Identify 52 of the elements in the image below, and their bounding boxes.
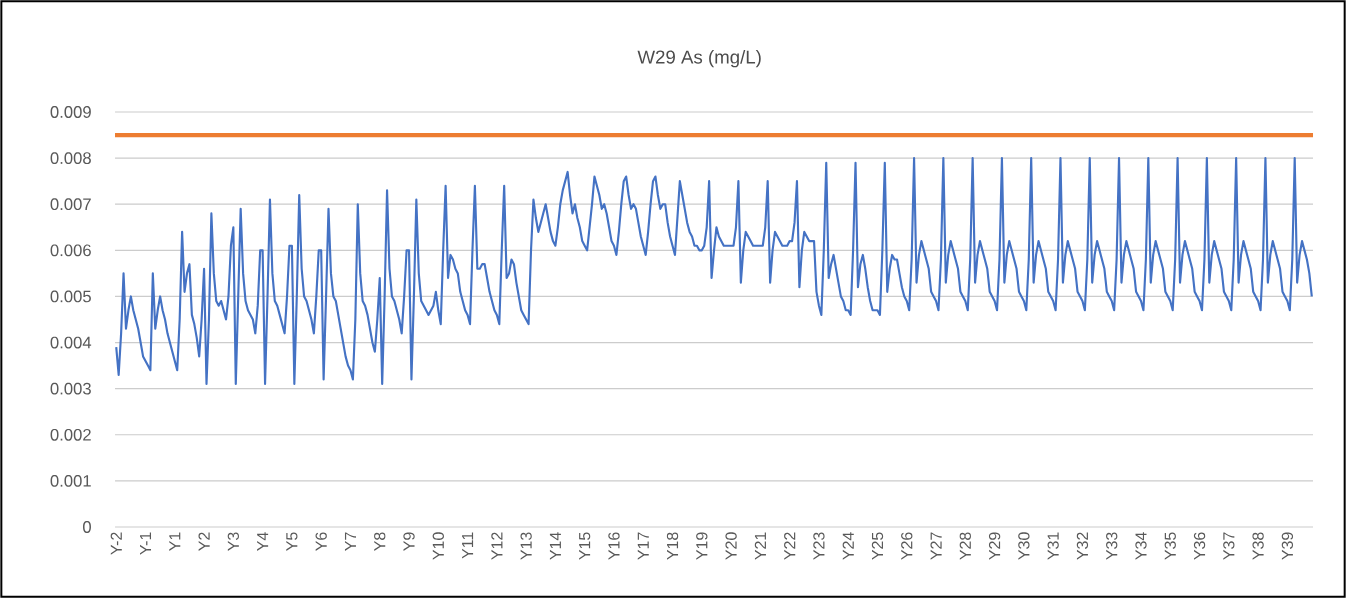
x-tick-label: Y29 bbox=[988, 532, 1001, 560]
y-tick-label: 0.009 bbox=[50, 106, 91, 118]
x-tick-label: Y27 bbox=[930, 532, 942, 560]
x-tick-label: Y14 bbox=[549, 532, 561, 560]
x-tick-label: Y13 bbox=[520, 532, 532, 560]
x-tick-label: Y8 bbox=[374, 532, 386, 551]
y-tick-label: 0.006 bbox=[50, 244, 91, 257]
x-tick-label: Y9 bbox=[403, 532, 415, 551]
y-tick-label: 0.003 bbox=[50, 382, 91, 395]
x-tick-label: Y33 bbox=[1106, 532, 1118, 560]
x-tick-label: Y32 bbox=[1076, 532, 1089, 560]
x-tick-label: Y24 bbox=[842, 532, 854, 560]
x-tick-label: Y11 bbox=[462, 532, 474, 559]
x-tick-label: Y3 bbox=[227, 532, 239, 551]
y-tick-label: 0.008 bbox=[50, 152, 91, 165]
x-tick-label: Y35 bbox=[1164, 532, 1176, 560]
x-tick-label: Y12 bbox=[491, 532, 503, 560]
x-tick-label: Y38 bbox=[1252, 532, 1264, 560]
y-tick-label: 0.004 bbox=[50, 336, 92, 349]
x-tick-label: Y21 bbox=[754, 532, 766, 560]
x-tick-label: Y6 bbox=[315, 532, 327, 551]
chart-title: W29 As (mg/L) bbox=[637, 49, 761, 68]
x-tick-label: Y23 bbox=[813, 532, 825, 560]
x-tick-label: Y1 bbox=[169, 532, 181, 551]
y-tick-label: 0.002 bbox=[50, 428, 91, 441]
x-tick-label: Y2 bbox=[198, 532, 210, 551]
x-tick-label: Y-2 bbox=[110, 532, 122, 555]
y-tick-label: 0.005 bbox=[50, 290, 91, 303]
x-tick-label: Y18 bbox=[666, 532, 679, 560]
x-tick-label: Y7 bbox=[344, 532, 356, 551]
x-tick-label: Y4 bbox=[257, 532, 269, 551]
x-tick-label: Y39 bbox=[1281, 532, 1294, 560]
x-tick-label: Y17 bbox=[637, 532, 649, 560]
x-tick-label: Y10 bbox=[432, 532, 444, 560]
x-tick-label: Y-1 bbox=[140, 532, 152, 555]
x-tick-label: Y31 bbox=[1047, 532, 1059, 560]
x-tick-label: Y15 bbox=[579, 532, 591, 560]
y-tick-label: 0.007 bbox=[50, 198, 91, 211]
x-tick-label: Y36 bbox=[1193, 532, 1206, 560]
x-tick-label: Y19 bbox=[696, 532, 708, 560]
x-tick-label: Y5 bbox=[286, 532, 298, 551]
x-tick-label: Y22 bbox=[784, 532, 796, 560]
x-tick-label: Y28 bbox=[959, 532, 971, 560]
x-tick-label: Y34 bbox=[1135, 532, 1147, 560]
y-tick-label: 0 bbox=[83, 521, 91, 533]
x-tick-label: Y30 bbox=[1018, 532, 1030, 560]
x-tick-label: Y26 bbox=[901, 532, 913, 560]
x-tick-label: Y37 bbox=[1223, 532, 1235, 560]
x-tick-label: Y16 bbox=[608, 532, 620, 560]
x-tick-label: Y20 bbox=[725, 532, 737, 560]
x-tick-label: Y25 bbox=[871, 532, 884, 560]
y-tick-label: 0.001 bbox=[50, 474, 91, 487]
